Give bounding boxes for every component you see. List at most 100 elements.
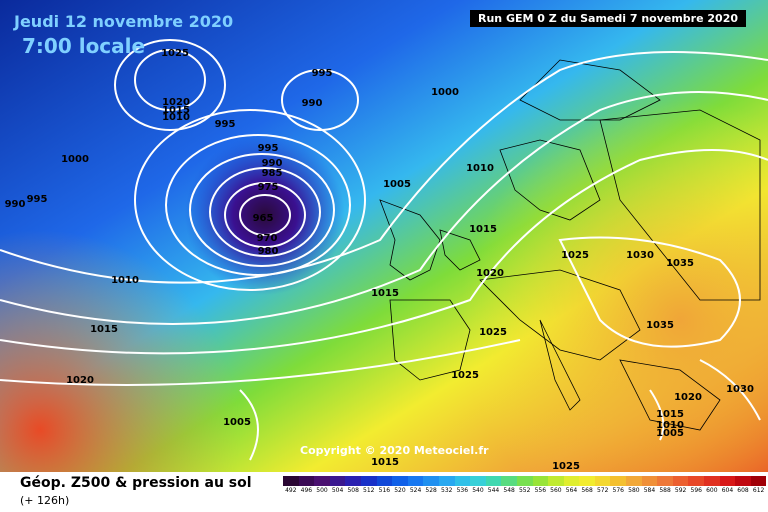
scale-label: 544 bbox=[487, 487, 500, 494]
scale-swatch bbox=[314, 476, 330, 486]
scale-swatch bbox=[470, 476, 486, 486]
scale-label: 556 bbox=[534, 487, 547, 494]
scale-swatch bbox=[407, 476, 424, 486]
isobar-label: 1005 bbox=[223, 417, 251, 428]
scale-swatch bbox=[657, 476, 673, 486]
scale-swatch bbox=[345, 476, 361, 486]
scale-cell: 600 bbox=[704, 476, 720, 494]
local-time: 7:00 locale bbox=[22, 34, 146, 58]
scale-label: 504 bbox=[331, 487, 344, 494]
scale-label: 508 bbox=[347, 487, 359, 494]
scale-label: 564 bbox=[565, 487, 578, 494]
isobar-label: 990 bbox=[5, 199, 26, 210]
isobar-label: 1025 bbox=[451, 370, 479, 381]
scale-label: 604 bbox=[721, 487, 734, 494]
scale-swatch bbox=[704, 476, 720, 486]
isobar-label: 1010 bbox=[162, 112, 190, 123]
scale-swatch bbox=[641, 476, 658, 486]
scale-label: 580 bbox=[628, 487, 640, 494]
scale-swatch bbox=[750, 476, 767, 486]
isobar-label: 1015 bbox=[371, 288, 399, 299]
isobar-label: 1025 bbox=[561, 250, 589, 261]
isobar-label: 975 bbox=[258, 182, 279, 193]
scale-cell: 528 bbox=[423, 476, 439, 494]
isobar-label: 1015 bbox=[656, 409, 684, 420]
scale-cell: 572 bbox=[594, 476, 611, 494]
isobar-label: 985 bbox=[262, 168, 283, 179]
scale-swatch bbox=[501, 476, 517, 486]
scale-label: 584 bbox=[643, 487, 656, 494]
scale-cell: 584 bbox=[641, 476, 658, 494]
scale-cell: 492 bbox=[283, 476, 299, 494]
isobar-label: 1025 bbox=[161, 48, 189, 59]
scale-cell: 612 bbox=[750, 476, 767, 494]
scale-label: 596 bbox=[690, 487, 702, 494]
lead-time: (+ 126h) bbox=[20, 494, 70, 507]
scale-swatch bbox=[423, 476, 439, 486]
isobar-label: 1030 bbox=[726, 384, 754, 395]
scale-cell: 604 bbox=[719, 476, 736, 494]
scale-cell: 500 bbox=[314, 476, 330, 494]
isobar-label: 995 bbox=[312, 68, 333, 79]
color-scale: 492 496 500 504 508 512 516 520 524 528 532 536 540 5… bbox=[283, 476, 767, 494]
scale-label: 492 bbox=[285, 487, 297, 494]
scale-swatch bbox=[516, 476, 533, 486]
scale-swatch bbox=[438, 476, 455, 486]
scale-label: 516 bbox=[378, 487, 391, 494]
scale-cell: 592 bbox=[672, 476, 689, 494]
scale-label: 528 bbox=[425, 487, 437, 494]
scale-cell: 512 bbox=[360, 476, 377, 494]
scale-cell: 520 bbox=[392, 476, 408, 494]
isobar-label: 970 bbox=[257, 233, 278, 244]
scale-cell: 496 bbox=[298, 476, 315, 494]
isobar-label: 1010 bbox=[111, 275, 139, 286]
run-banner: Run GEM 0 Z du Samedi 7 novembre 2020 bbox=[470, 10, 747, 27]
isobar-label: 995 bbox=[27, 194, 48, 205]
scale-label: 608 bbox=[737, 487, 749, 494]
isobar-label: 1020 bbox=[162, 97, 190, 108]
scale-cell: 544 bbox=[485, 476, 502, 494]
scale-cell: 576 bbox=[610, 476, 627, 494]
isobar-label: 1000 bbox=[431, 87, 459, 98]
isobar-label: 1015 bbox=[371, 457, 399, 468]
scale-swatch bbox=[532, 476, 549, 486]
valid-date: Jeudi 12 novembre 2020 bbox=[14, 12, 234, 31]
coastlines bbox=[379, 59, 761, 431]
scale-swatch bbox=[329, 476, 346, 486]
scale-cell: 552 bbox=[516, 476, 533, 494]
scale-cell: 548 bbox=[501, 476, 517, 494]
scale-swatch bbox=[672, 476, 689, 486]
isobar-label: 1025 bbox=[479, 327, 507, 338]
scale-swatch bbox=[485, 476, 502, 486]
scale-label: 568 bbox=[581, 487, 593, 494]
scale-swatch bbox=[719, 476, 736, 486]
product-title: Géop. Z500 & pression au sol bbox=[20, 475, 252, 491]
isobar-label: 1015 bbox=[162, 105, 190, 116]
scale-cell: 560 bbox=[548, 476, 564, 494]
scale-cell: 540 bbox=[470, 476, 486, 494]
isobar-label: 1010 bbox=[656, 420, 684, 431]
scale-swatch bbox=[392, 476, 408, 486]
scale-label: 576 bbox=[612, 487, 624, 494]
scale-label: 612 bbox=[752, 487, 765, 494]
copyright: Copyright © 2020 Meteociel.fr bbox=[300, 444, 489, 457]
scale-label: 588 bbox=[659, 487, 671, 494]
scale-cell: 588 bbox=[657, 476, 673, 494]
scale-swatch bbox=[626, 476, 642, 486]
isobar-label: 1005 bbox=[656, 428, 684, 439]
scale-cell: 556 bbox=[532, 476, 549, 494]
isobar-label: 980 bbox=[258, 246, 279, 257]
scale-label: 592 bbox=[674, 487, 687, 494]
scale-swatch bbox=[610, 476, 627, 486]
scale-swatch bbox=[579, 476, 595, 486]
legend-footer: Géop. Z500 & pression au sol (+ 126h) 49… bbox=[0, 472, 768, 512]
scale-swatch bbox=[548, 476, 564, 486]
scale-swatch bbox=[594, 476, 611, 486]
isobar-label: 990 bbox=[302, 98, 323, 109]
isobar-label: 1020 bbox=[476, 268, 504, 279]
isobar-label: 965 bbox=[253, 213, 274, 224]
scale-label: 512 bbox=[363, 487, 375, 494]
isobar-label: 1005 bbox=[383, 179, 411, 190]
